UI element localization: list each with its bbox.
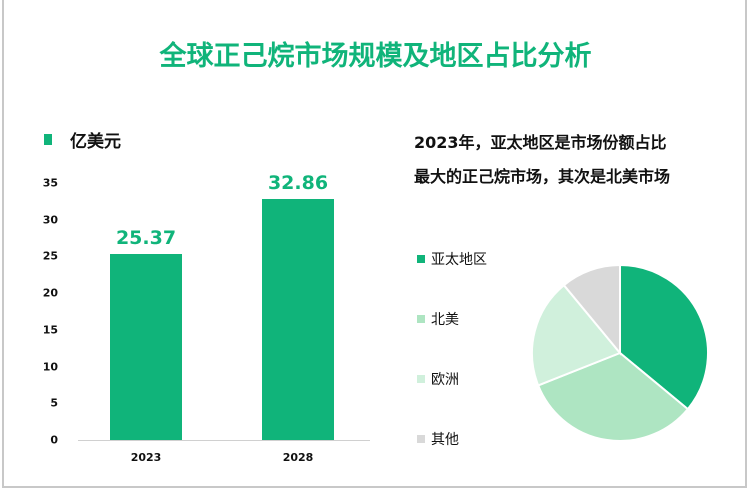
- pie-legend-item: 欧洲: [417, 369, 459, 389]
- note-line-1: 2023年，亚太地区是市场份额占比: [414, 133, 667, 152]
- data-label: 32.86: [267, 171, 329, 194]
- pie-slice-亚太地区: [619, 263, 709, 411]
- pie-chart: [531, 263, 709, 442]
- note-line-2: 最大的正己烷市场，其次是北美市场: [414, 167, 671, 186]
- bar-2028: [262, 198, 334, 440]
- pie-legend-item: 其他: [417, 429, 459, 449]
- legend-label: 亚太地区: [431, 252, 487, 268]
- pie-slice-其他: [562, 263, 621, 356]
- x-tick-label: 2028: [282, 451, 314, 464]
- legend-swatch: [417, 315, 425, 323]
- bar-2023: [110, 253, 182, 440]
- bar-legend: 亿美元: [44, 127, 121, 152]
- summary-note: 2023年，亚太地区是市场份额占比 最大的正己烷市场，其次是北美市场: [414, 126, 734, 194]
- legend-label: 亿美元: [70, 132, 121, 152]
- legend-label: 其他: [431, 432, 459, 448]
- pie-legend-item: 亚太地区: [417, 249, 487, 269]
- legend-swatch: [417, 435, 425, 443]
- pie-legend-item: 北美: [417, 309, 459, 329]
- legend-swatch: [417, 375, 425, 383]
- y-tick-label: 35: [42, 176, 58, 190]
- y-tick-label: 30: [42, 213, 58, 227]
- y-tick-label: 25: [42, 249, 58, 263]
- page-title: 全球正己烷市场规模及地区占比分析: [159, 41, 592, 72]
- pie-slice-北美: [536, 351, 690, 442]
- pie-slice-欧洲: [531, 283, 622, 387]
- legend-swatch: [44, 134, 52, 145]
- legend-label: 欧洲: [431, 372, 459, 388]
- y-tick-label: 10: [42, 360, 58, 374]
- y-tick-label: 0: [50, 433, 58, 447]
- y-tick-label: 5: [50, 396, 58, 410]
- legend-swatch: [417, 255, 425, 263]
- legend-label: 北美: [431, 312, 459, 328]
- x-tick-label: 2023: [130, 451, 162, 464]
- y-tick-label: 20: [42, 286, 58, 300]
- y-tick-label: 15: [42, 323, 58, 337]
- data-label: 25.37: [115, 226, 177, 249]
- x-axis-line: [78, 440, 370, 441]
